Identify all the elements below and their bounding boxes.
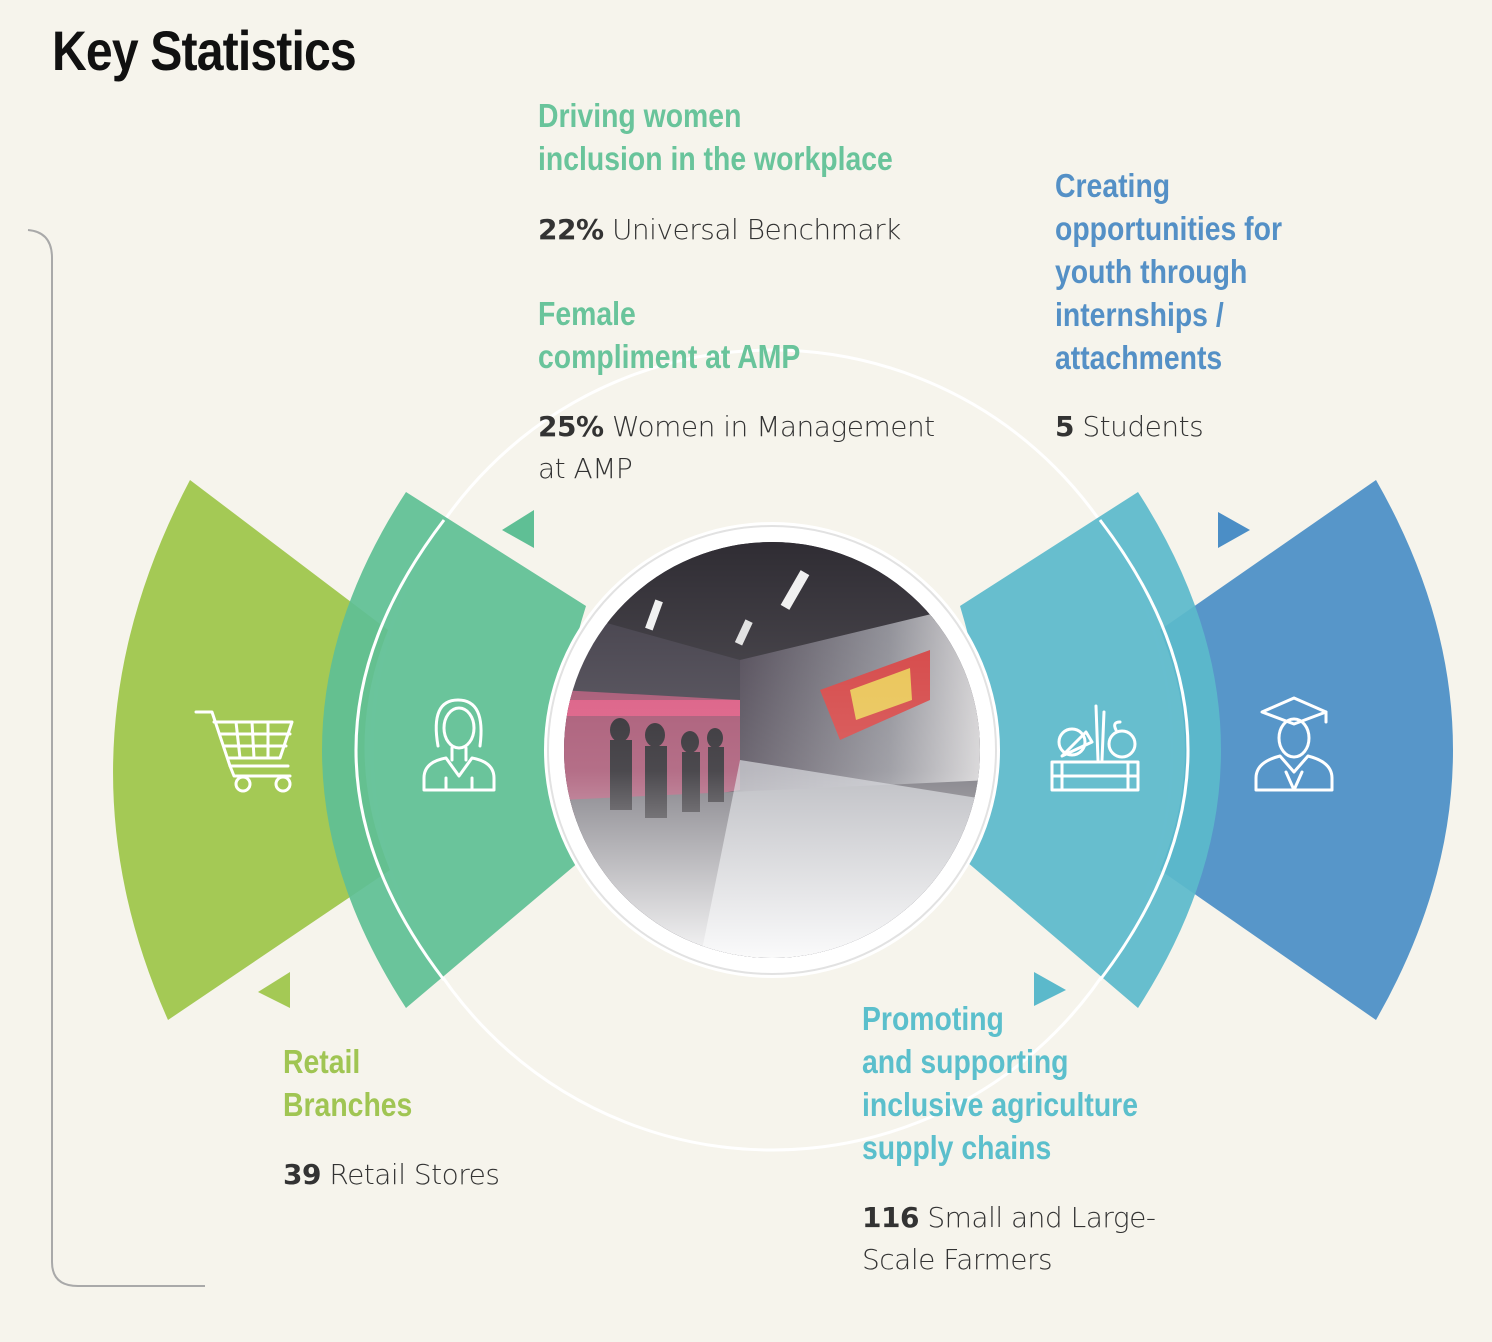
agriculture-stat: 116 Small and Large- Scale Farmers [862, 1201, 1156, 1276]
pointer-women [502, 510, 534, 548]
youth-stat: 5 Students [1055, 410, 1204, 443]
youth-heading: Creating opportunities for youth through… [1055, 167, 1283, 376]
women-inclusion-stat: 22% Universal Benchmark [538, 213, 901, 246]
women-band [322, 492, 586, 1008]
pointer-agriculture [1034, 972, 1066, 1006]
retail-stat: 39 Retail Stores [283, 1158, 500, 1191]
graduate-icon [1254, 696, 1334, 792]
page-title: Key Statistics [52, 19, 357, 82]
pointer-retail [258, 972, 290, 1008]
female-compliment-heading: Female compliment at AMP [538, 295, 801, 375]
inner-arc-right [1098, 519, 1190, 981]
pointer-youth [1218, 512, 1250, 548]
center-photo [544, 522, 1000, 978]
inner-arc-left [354, 519, 446, 981]
woman-icon [422, 698, 496, 792]
retail-band [113, 480, 390, 1020]
shopping-cart-icon [194, 710, 294, 793]
retail-heading: Retail Branches [283, 1043, 413, 1123]
female-compliment-stat: 25% Women in Management at AMP [538, 410, 935, 485]
vegetable-crate-icon [1050, 704, 1140, 792]
agriculture-heading: Promoting and supporting inclusive agric… [862, 1000, 1139, 1166]
women-inclusion-heading: Driving women inclusion in the workplace [538, 97, 893, 177]
bracket-line [27, 229, 205, 1287]
agriculture-band [960, 492, 1221, 1008]
